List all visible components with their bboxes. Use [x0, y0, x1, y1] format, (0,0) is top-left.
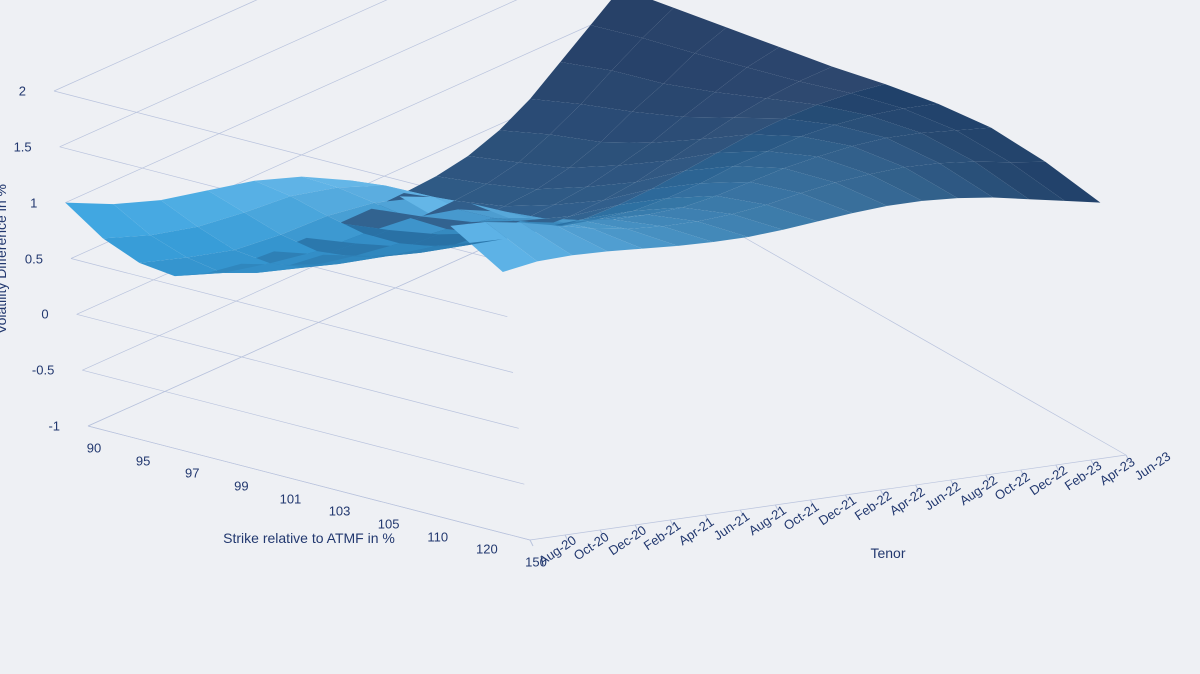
- x-tick: 99: [234, 479, 248, 494]
- z-tick: -1: [48, 419, 60, 434]
- x-tick: 101: [280, 491, 302, 506]
- z-tick: -0.5: [32, 363, 54, 378]
- z-tick: 1.5: [14, 139, 32, 154]
- z-tick: 0: [41, 307, 48, 322]
- x-tick: 95: [136, 453, 150, 468]
- z-tick: 0.5: [25, 251, 43, 266]
- x-tick: 110: [427, 529, 448, 544]
- x-tick: 97: [185, 466, 199, 481]
- y-axis-title: Tenor: [870, 545, 905, 561]
- surface-svg: [0, 0, 1200, 674]
- z-tick: 2: [19, 84, 26, 99]
- surface-chart: -1 -0.5 0 0.5 1 1.5 2 Volatility Difference in …: [0, 0, 1200, 674]
- x-tick: 90: [87, 441, 101, 456]
- x-tick: 103: [329, 504, 351, 519]
- x-axis-title: Strike relative to ATMF in %: [223, 530, 395, 546]
- z-axis-title: Volatility Difference in %: [0, 184, 9, 334]
- z-tick: 1: [30, 195, 37, 210]
- x-tick: 120: [476, 542, 498, 557]
